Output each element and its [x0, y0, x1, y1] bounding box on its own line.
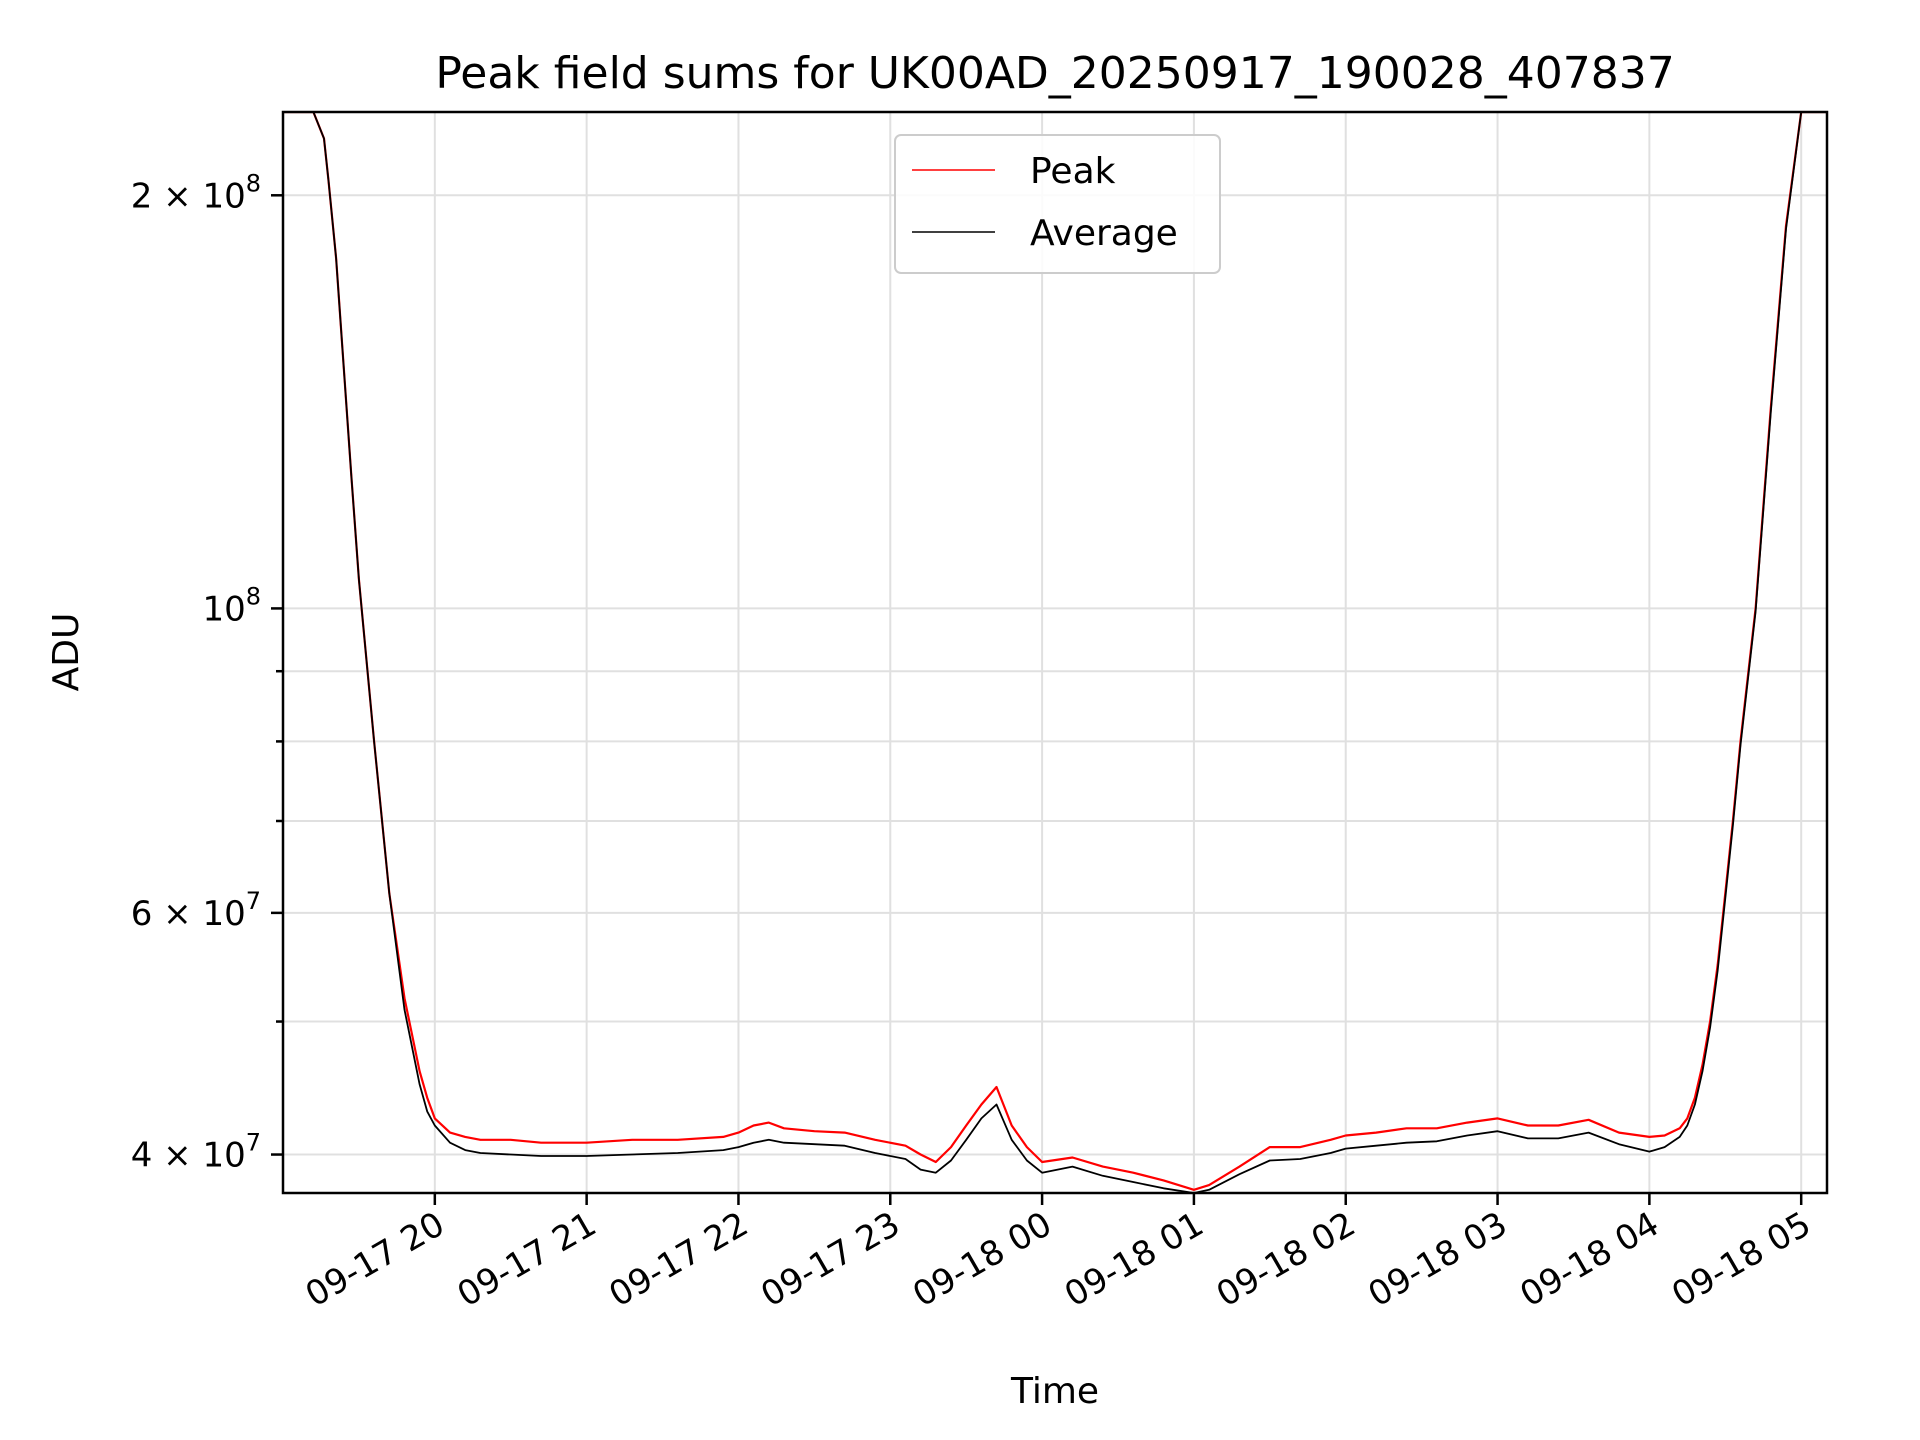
plot-frame	[281, 110, 1829, 1195]
y-tick-label-1: 6 × 107	[131, 887, 261, 934]
x-tick-label-6: 09-18 02	[1210, 1204, 1362, 1315]
x-tick-label-0: 09-17 20	[299, 1204, 451, 1315]
x-tick-label-2: 09-17 22	[603, 1204, 755, 1315]
x-axis-label: Time	[1010, 1371, 1099, 1412]
x-tick-label-8: 09-18 04	[1513, 1204, 1665, 1315]
legend-peak-label: Peak	[1030, 151, 1116, 192]
x-tick-label-5: 09-18 01	[1058, 1204, 1210, 1315]
x-tick-label-1: 09-17 21	[451, 1204, 603, 1315]
series-peak-line	[283, 112, 1827, 1191]
chart-title: Peak field sums for UK00AD_20250917_1900…	[435, 48, 1674, 99]
grid-layer	[283, 112, 1827, 1193]
series-average-line	[283, 112, 1827, 1193]
x-tick-label-3: 09-17 23	[754, 1204, 906, 1315]
legend-average-label: Average	[1030, 213, 1178, 254]
series-layer	[283, 112, 1827, 1193]
legend: Peak Average	[894, 134, 1221, 274]
y-tick-label-3: 2 × 108	[131, 169, 261, 216]
y-axis-label: ADU	[46, 613, 87, 692]
x-tick-label-9: 09-18 05	[1665, 1204, 1817, 1315]
y-tick-label-2: 108	[202, 582, 261, 629]
y-tick-label-0: 4 × 107	[131, 1129, 261, 1176]
x-tick-label-7: 09-18 03	[1362, 1204, 1514, 1315]
x-tick-label-4: 09-18 00	[906, 1204, 1058, 1315]
